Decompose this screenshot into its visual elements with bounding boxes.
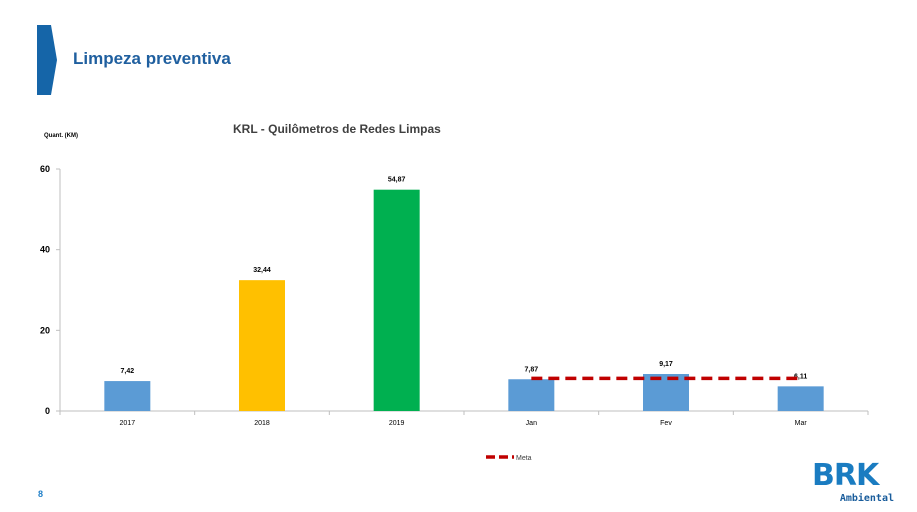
bar-2018 xyxy=(239,280,285,411)
data-label-2017: 7,42 xyxy=(121,368,135,375)
y-tick-label: 40 xyxy=(40,245,50,255)
bar-mar xyxy=(777,386,824,411)
legend-meta-label: Meta xyxy=(516,455,532,462)
x-tick-label-2017: 2017 xyxy=(120,420,136,427)
chart-title: KRL - Quilômetros de Redes Limpas xyxy=(233,122,441,136)
x-tick-label-2018: 2018 xyxy=(254,420,270,427)
y-tick-label: 20 xyxy=(40,325,50,335)
y-axis-label: Quant. (KM) xyxy=(44,133,78,139)
x-tick-label-fev: Fev xyxy=(660,420,672,427)
x-tick-label-2019: 2019 xyxy=(389,420,405,427)
data-label-2019: 54,87 xyxy=(388,177,406,184)
page-title: Limpeza preventiva xyxy=(73,49,231,68)
bar-2017 xyxy=(104,381,151,411)
data-label-mar: 6,11 xyxy=(794,373,807,380)
page-number: 8 xyxy=(38,489,44,499)
bar-fev xyxy=(643,374,689,411)
brk-logo: BRK Ambiental xyxy=(812,461,896,507)
bar-jan xyxy=(508,379,555,411)
data-label-2018: 32,44 xyxy=(253,267,271,274)
logo-subtitle: Ambiental xyxy=(839,493,894,504)
data-label-jan: 7,87 xyxy=(525,366,539,373)
logo-wordmark: BRK xyxy=(812,458,879,493)
y-tick-label: 60 xyxy=(40,164,50,174)
x-tick-label-jan: Jan xyxy=(526,420,537,427)
x-tick-label-mar: Mar xyxy=(795,420,808,427)
y-tick-label: 0 xyxy=(45,406,50,416)
data-label-fev: 9,17 xyxy=(659,361,673,368)
title-accent-bar xyxy=(37,25,57,95)
bar-2019 xyxy=(373,189,420,411)
